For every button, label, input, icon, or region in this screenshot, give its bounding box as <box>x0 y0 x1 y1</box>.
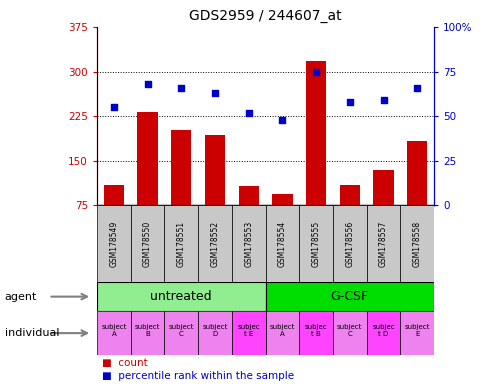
Text: GSM178553: GSM178553 <box>243 221 253 267</box>
Bar <box>399 205 433 282</box>
Bar <box>299 311 332 355</box>
Text: GSM178558: GSM178558 <box>412 221 421 267</box>
Text: untreated: untreated <box>150 290 212 303</box>
Text: GSM178552: GSM178552 <box>210 221 219 267</box>
Bar <box>97 311 130 355</box>
Text: GSM178549: GSM178549 <box>109 221 118 267</box>
Bar <box>231 205 265 282</box>
Text: GSM178550: GSM178550 <box>143 221 152 267</box>
Text: agent: agent <box>5 291 37 302</box>
Point <box>412 84 420 91</box>
Bar <box>97 282 265 311</box>
Text: subject
C: subject C <box>336 324 362 338</box>
Bar <box>137 112 157 205</box>
Bar <box>164 205 198 282</box>
Bar <box>406 141 426 205</box>
Point <box>345 99 353 105</box>
Bar <box>305 61 326 205</box>
Title: GDS2959 / 244607_at: GDS2959 / 244607_at <box>189 9 341 23</box>
Bar <box>104 185 124 205</box>
Text: subject
A: subject A <box>269 324 294 338</box>
Bar <box>332 311 366 355</box>
Bar <box>130 205 164 282</box>
Bar <box>231 311 265 355</box>
Point <box>379 97 387 103</box>
Text: subject
A: subject A <box>101 324 126 338</box>
Text: GSM178557: GSM178557 <box>378 221 387 267</box>
Text: subjec
t B: subjec t B <box>304 324 327 338</box>
Bar <box>265 205 299 282</box>
Text: subject
B: subject B <box>135 324 160 338</box>
Text: subjec
t E: subjec t E <box>237 324 259 338</box>
Point <box>143 81 151 87</box>
Text: individual: individual <box>5 328 59 338</box>
Bar <box>197 311 231 355</box>
Text: subject
C: subject C <box>168 324 194 338</box>
Bar <box>399 311 433 355</box>
Point <box>177 84 185 91</box>
Text: ■  percentile rank within the sample: ■ percentile rank within the sample <box>102 371 293 381</box>
Bar <box>272 194 292 205</box>
Point <box>312 68 319 74</box>
Text: subject
E: subject E <box>404 324 429 338</box>
Bar <box>197 205 231 282</box>
Bar <box>171 130 191 205</box>
Bar <box>265 311 299 355</box>
Bar <box>366 205 399 282</box>
Text: GSM178556: GSM178556 <box>345 221 354 267</box>
Text: G-CSF: G-CSF <box>330 290 368 303</box>
Text: subject
D: subject D <box>202 324 227 338</box>
Bar <box>366 311 399 355</box>
Point <box>278 117 286 123</box>
Bar <box>204 135 225 205</box>
Bar <box>238 186 258 205</box>
Bar <box>97 205 130 282</box>
Text: GSM178555: GSM178555 <box>311 221 320 267</box>
Bar <box>130 311 164 355</box>
Bar <box>299 205 332 282</box>
Text: GSM178554: GSM178554 <box>277 221 287 267</box>
Bar <box>373 170 393 205</box>
Text: subjec
t D: subjec t D <box>371 324 394 338</box>
Bar <box>265 282 433 311</box>
Text: GSM178551: GSM178551 <box>176 221 185 267</box>
Bar <box>339 185 359 205</box>
Point <box>110 104 118 110</box>
Text: ■  count: ■ count <box>102 358 147 368</box>
Bar <box>332 205 366 282</box>
Bar <box>164 311 198 355</box>
Point <box>211 90 218 96</box>
Point <box>244 109 252 116</box>
